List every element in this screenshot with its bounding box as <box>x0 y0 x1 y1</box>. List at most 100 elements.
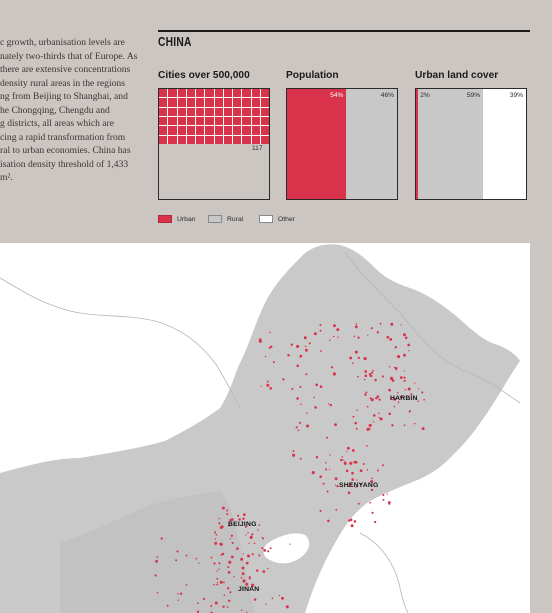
urban-dot <box>388 388 391 392</box>
urban-dot <box>222 605 225 608</box>
land-other-label: 39% <box>509 92 523 99</box>
urban-dot <box>261 537 264 539</box>
city-square <box>242 98 251 107</box>
city-square <box>260 107 269 116</box>
bohai-sea <box>263 533 310 564</box>
urban-dot <box>258 339 262 343</box>
city-square <box>159 126 168 135</box>
urban-dot <box>423 398 425 401</box>
urban-dot <box>242 579 246 583</box>
urban-dot <box>353 335 356 338</box>
urban-dot <box>295 426 298 429</box>
urban-dot <box>399 395 403 399</box>
urban-dot <box>297 429 300 432</box>
urban-dot <box>214 541 218 545</box>
urban-dot <box>213 562 216 565</box>
urban-dot <box>278 594 281 597</box>
urban-dot <box>236 547 239 550</box>
urban-dot <box>319 324 322 326</box>
urban-dot <box>227 571 231 574</box>
urban-dot <box>337 336 339 338</box>
border-line <box>0 277 241 409</box>
urban-dot <box>166 604 169 607</box>
urban-dot <box>393 397 397 401</box>
urban-dot <box>154 574 157 577</box>
urban-dot <box>389 376 394 380</box>
urban-dot <box>371 511 374 514</box>
urban-dot <box>272 361 275 364</box>
intro-line: g districts, all areas which are <box>0 118 115 129</box>
urban-dot <box>319 329 322 332</box>
population-box: 54% 46% <box>286 88 398 200</box>
city-square <box>260 116 269 126</box>
urban-dot <box>218 522 221 525</box>
land-urban-bar <box>416 89 419 199</box>
urban-dot <box>399 376 403 379</box>
land-rural-bar: 2% 59% <box>418 89 484 199</box>
urban-dot <box>223 594 226 596</box>
urban-dot <box>305 373 308 376</box>
urban-dot <box>229 518 232 522</box>
urban-dot <box>319 475 323 479</box>
urban-dot <box>249 535 253 539</box>
city-square <box>251 126 260 135</box>
intro-line: nately two-thirds that of Europe. As <box>0 50 138 62</box>
legend-other: Other <box>259 215 295 223</box>
city-square <box>168 135 177 144</box>
city-square <box>242 107 251 116</box>
intro-line: ral to urban economies. China has <box>0 145 131 156</box>
urban-dot <box>281 596 284 600</box>
intro-line: ng from Beijing to Shanghai, and <box>0 91 128 102</box>
urban-dot <box>402 333 407 337</box>
urban-dot <box>226 586 230 590</box>
urban-dot <box>355 323 358 325</box>
urban-dot <box>282 378 285 381</box>
urban-dot <box>326 436 329 439</box>
urban-dot <box>308 342 311 345</box>
urban-dot <box>266 380 269 383</box>
urban-dot <box>418 388 420 390</box>
urban-dot <box>262 570 266 573</box>
urban-dot <box>218 517 221 520</box>
urban-dot <box>296 364 299 368</box>
urban-dot <box>291 387 294 390</box>
map-label-beijing: BEIJING <box>228 521 257 528</box>
urban-dot <box>404 336 408 340</box>
urban-dot <box>237 514 240 517</box>
urban-dot <box>362 463 365 465</box>
population-urban-bar: 54% <box>287 89 347 199</box>
urban-dot <box>335 508 338 511</box>
city-square <box>242 135 251 144</box>
land-title: Urban land cover <box>415 70 499 81</box>
urban-dot <box>347 485 350 487</box>
city-square <box>214 116 223 126</box>
city-square <box>242 116 251 126</box>
legend-rural: Rural <box>208 215 243 223</box>
city-square <box>196 89 205 98</box>
city-square <box>223 135 232 144</box>
urban-dot <box>319 509 322 512</box>
city-square <box>251 89 260 98</box>
urban-dot <box>306 412 308 414</box>
urban-dot <box>376 395 380 398</box>
land-rural-label: 59% <box>466 92 481 99</box>
urban-dot <box>269 345 273 349</box>
legend-urban-label: Urban <box>177 215 196 223</box>
urban-dot <box>320 350 322 352</box>
intro-line: isation density threshold of 1,433 <box>0 158 129 170</box>
city-square <box>251 98 260 107</box>
city-square <box>205 116 214 126</box>
urban-dot <box>198 562 200 564</box>
urban-dot <box>245 582 249 586</box>
city-square <box>168 98 177 107</box>
city-square <box>214 126 223 135</box>
legend-other-label: Other <box>278 215 295 223</box>
urban-dot <box>378 416 380 419</box>
city-square <box>223 89 232 98</box>
urban-dot <box>346 446 350 450</box>
urban-dot <box>404 379 406 382</box>
urban-dot <box>369 501 372 504</box>
urban-dot <box>325 462 327 464</box>
urban-dot <box>299 421 302 424</box>
urban-dot <box>216 583 219 586</box>
